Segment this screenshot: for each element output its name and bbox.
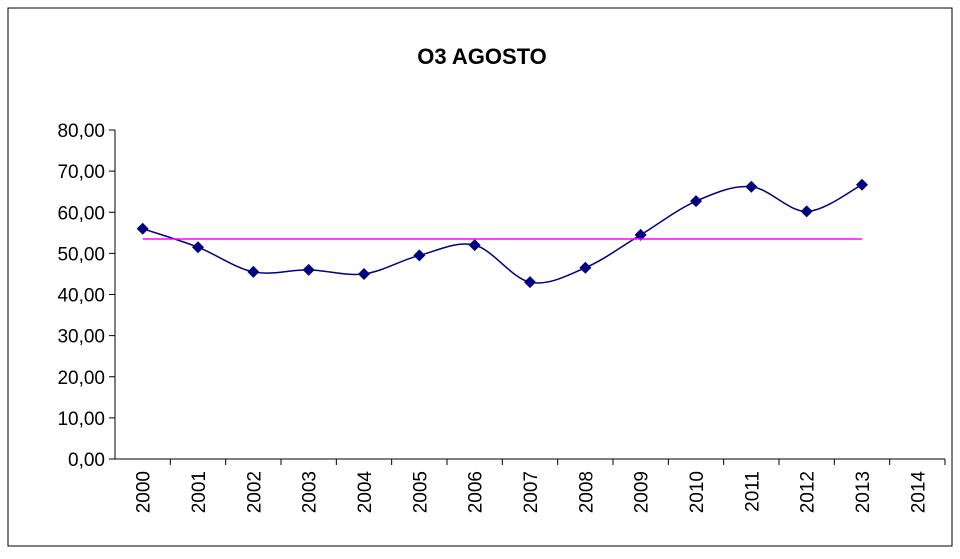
point-marker bbox=[634, 228, 647, 241]
y-tick-label: 10,00 bbox=[57, 409, 105, 430]
point-marker bbox=[800, 205, 813, 218]
y-tick-label: 30,00 bbox=[57, 327, 105, 348]
point-marker bbox=[579, 261, 592, 274]
x-tick-label: 2002 bbox=[244, 471, 265, 513]
point-marker bbox=[302, 263, 315, 276]
point-marker bbox=[690, 195, 702, 208]
x-tick-label: 2005 bbox=[410, 471, 431, 513]
x-tick-label: 2010 bbox=[687, 471, 708, 513]
chart-border bbox=[7, 7, 953, 547]
x-tick-label: 2003 bbox=[300, 471, 321, 513]
y-tick-label: 0,00 bbox=[68, 450, 105, 471]
x-tick-label: 2004 bbox=[355, 471, 376, 514]
x-tick-label: 2011 bbox=[742, 471, 763, 512]
point-marker bbox=[745, 180, 758, 193]
y-tick-label: 70,00 bbox=[57, 162, 105, 183]
y-tick-label: 60,00 bbox=[57, 203, 105, 224]
chart-title: O3 AGOSTO bbox=[417, 44, 547, 69]
x-tick-label: 2008 bbox=[576, 471, 597, 513]
point-marker bbox=[192, 241, 204, 254]
x-tick-label: 2013 bbox=[853, 471, 874, 513]
point-marker bbox=[247, 265, 260, 278]
x-tick-label: 2007 bbox=[521, 471, 542, 513]
y-tick-label: 80,00 bbox=[57, 121, 105, 142]
y-tick-label: 40,00 bbox=[57, 286, 105, 307]
y-tick-label: 50,00 bbox=[57, 244, 105, 265]
x-tick-label: 2012 bbox=[798, 471, 819, 513]
x-tick-label: 2009 bbox=[632, 471, 653, 513]
x-tick-label: 2006 bbox=[466, 471, 487, 513]
y-tick-label: 20,00 bbox=[57, 368, 105, 389]
x-tick-label: 2001 bbox=[189, 471, 210, 513]
x-tick-label: 2000 bbox=[134, 471, 155, 513]
point-marker bbox=[136, 222, 149, 235]
x-tick-label: 2014 bbox=[908, 471, 929, 514]
point-marker bbox=[524, 276, 536, 289]
point-marker bbox=[413, 249, 426, 262]
point-marker bbox=[358, 267, 370, 280]
point-marker bbox=[468, 239, 481, 252]
point-marker bbox=[856, 178, 868, 191]
